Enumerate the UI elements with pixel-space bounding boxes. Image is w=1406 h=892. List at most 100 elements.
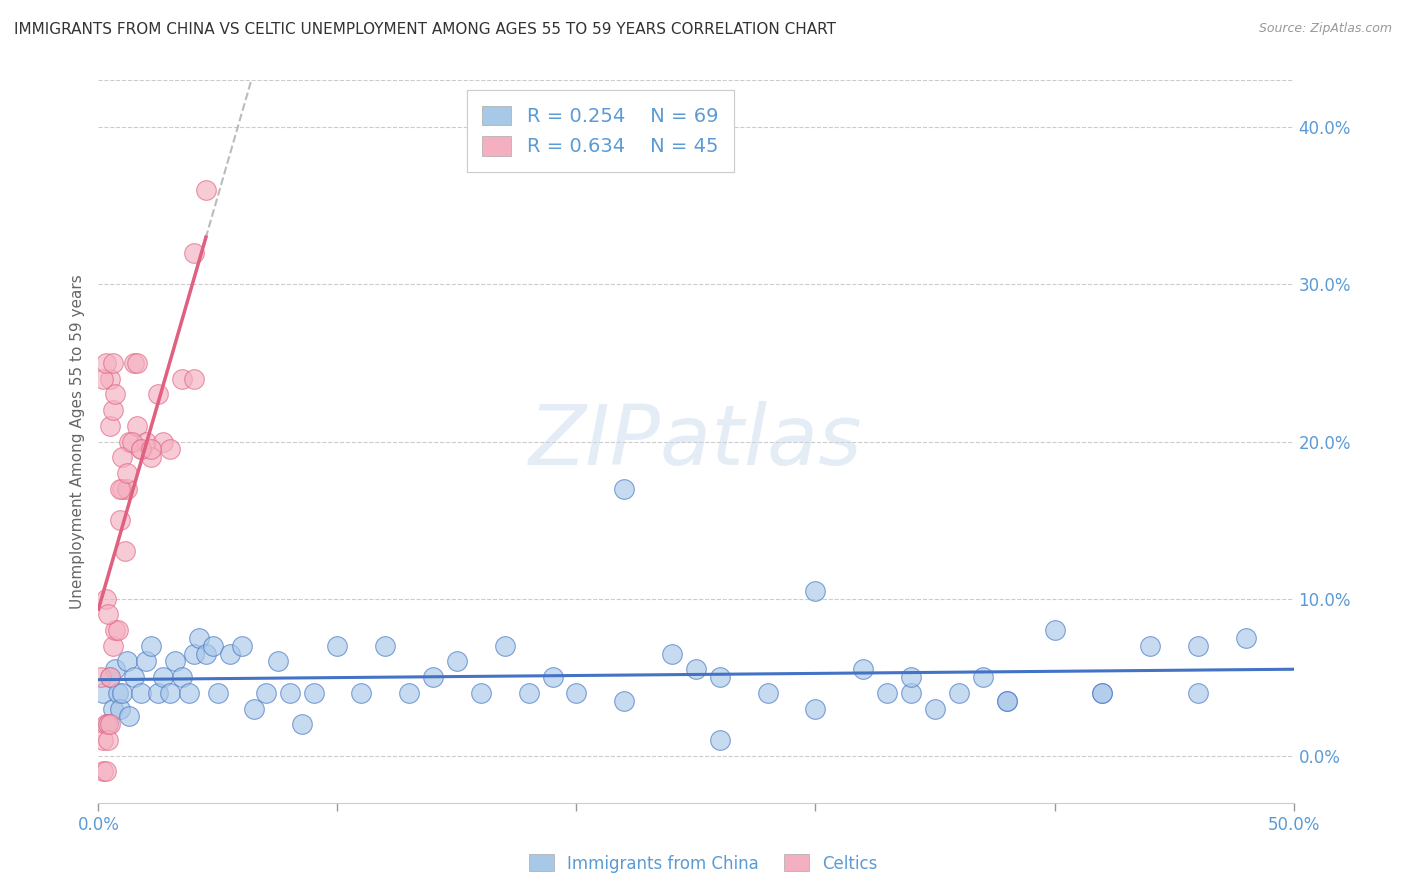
Point	[107, 686, 129, 700]
Point	[972, 670, 994, 684]
Y-axis label: Unemployment Among Ages 55 to 59 years: Unemployment Among Ages 55 to 59 years	[69, 274, 84, 609]
Point	[207, 686, 229, 700]
Point	[97, 717, 120, 731]
Point	[179, 686, 201, 700]
Point	[900, 686, 922, 700]
Point	[91, 686, 114, 700]
Legend: Immigrants from China, Celtics: Immigrants from China, Celtics	[522, 847, 884, 880]
Point	[613, 482, 636, 496]
Point	[131, 442, 153, 457]
Point	[124, 670, 146, 684]
Point	[1187, 639, 1209, 653]
Point	[111, 450, 134, 465]
Point	[101, 356, 124, 370]
Point	[98, 670, 122, 684]
Point	[685, 662, 707, 676]
Point	[422, 670, 444, 684]
Point	[115, 482, 138, 496]
Point	[202, 639, 225, 653]
Point	[541, 670, 564, 684]
Point	[374, 639, 396, 653]
Point	[91, 372, 114, 386]
Point	[517, 686, 540, 700]
Point	[115, 655, 138, 669]
Point	[470, 686, 492, 700]
Point	[104, 387, 127, 401]
Point	[243, 701, 266, 715]
Point	[131, 442, 153, 457]
Point	[1091, 686, 1114, 700]
Point	[111, 482, 134, 496]
Point	[1187, 686, 1209, 700]
Point	[195, 647, 218, 661]
Point	[148, 387, 170, 401]
Point	[101, 639, 124, 653]
Point	[661, 647, 683, 661]
Point	[446, 655, 468, 669]
Point	[104, 662, 127, 676]
Point	[948, 686, 970, 700]
Point	[254, 686, 277, 700]
Point	[108, 701, 131, 715]
Point	[98, 418, 122, 433]
Point	[187, 631, 209, 645]
Point	[139, 639, 162, 653]
Point	[97, 717, 120, 731]
Point	[852, 662, 875, 676]
Point	[876, 686, 898, 700]
Point	[101, 403, 124, 417]
Point	[756, 686, 779, 700]
Point	[350, 686, 373, 700]
Point	[195, 183, 218, 197]
Point	[613, 694, 636, 708]
Point	[108, 513, 131, 527]
Point	[94, 764, 117, 779]
Point	[111, 686, 134, 700]
Point	[159, 686, 181, 700]
Point	[115, 466, 138, 480]
Point	[163, 655, 186, 669]
Point	[135, 655, 157, 669]
Point	[98, 717, 122, 731]
Point	[291, 717, 314, 731]
Point	[135, 434, 157, 449]
Point	[1139, 639, 1161, 653]
Text: ZIPatlas: ZIPatlas	[529, 401, 863, 482]
Point	[91, 733, 114, 747]
Point	[101, 701, 124, 715]
Point	[183, 372, 205, 386]
Point	[172, 670, 194, 684]
Point	[139, 450, 162, 465]
Point	[94, 591, 117, 606]
Point	[278, 686, 301, 700]
Point	[302, 686, 325, 700]
Point	[326, 639, 349, 653]
Point	[108, 482, 131, 496]
Point	[114, 544, 136, 558]
Point	[159, 442, 181, 457]
Point	[131, 686, 153, 700]
Point	[107, 623, 129, 637]
Point	[152, 670, 174, 684]
Point	[804, 583, 827, 598]
Point	[97, 733, 120, 747]
Point	[900, 670, 922, 684]
Point	[121, 434, 143, 449]
Point	[94, 717, 117, 731]
Point	[267, 655, 290, 669]
Point	[91, 764, 114, 779]
Text: Source: ZipAtlas.com: Source: ZipAtlas.com	[1258, 22, 1392, 36]
Point	[104, 623, 127, 637]
Point	[124, 356, 146, 370]
Point	[118, 709, 141, 723]
Point	[183, 246, 205, 260]
Point	[98, 372, 122, 386]
Point	[139, 442, 162, 457]
Point	[90, 670, 112, 684]
Point	[125, 418, 148, 433]
Legend: R = 0.254    N = 69, R = 0.634    N = 45: R = 0.254 N = 69, R = 0.634 N = 45	[467, 90, 734, 172]
Point	[1234, 631, 1257, 645]
Point	[924, 701, 946, 715]
Point	[995, 694, 1018, 708]
Point	[995, 694, 1018, 708]
